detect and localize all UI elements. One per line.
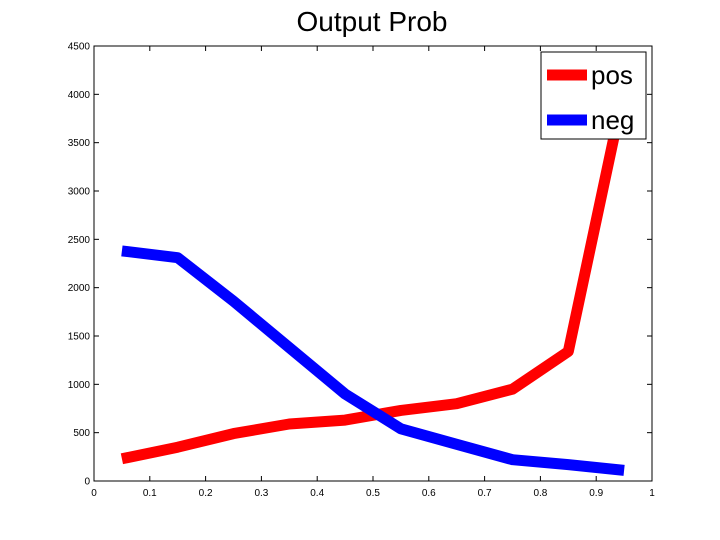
y-tick-label: 3500: [68, 138, 91, 149]
y-tick-label: 2000: [68, 283, 91, 294]
y-tick-label: 4500: [68, 42, 91, 53]
y-tick-label: 1500: [68, 332, 91, 343]
legend: pos neg: [540, 51, 647, 140]
y-axis: 0 500 1000 1500 2000 2500 3000 3500 4000 4500: [68, 42, 652, 488]
legend-label-pos: pos: [591, 60, 633, 90]
y-tick-label: 500: [73, 428, 90, 439]
y-tick-label: 4000: [68, 90, 91, 101]
chart-title: Output Prob: [297, 6, 448, 37]
x-tick-label: 0.3: [254, 488, 268, 499]
x-tick-label: 0.9: [589, 488, 603, 499]
series-line-neg: [121, 245, 625, 476]
y-tick-label: 0: [84, 477, 90, 488]
x-tick-label: 1: [649, 488, 655, 499]
x-tick-label: 0.2: [199, 488, 213, 499]
x-axis: 0 0.1 0.2 0.3 0.4 0.5 0.6 0.7 0.8 0.9 1: [91, 46, 655, 499]
x-tick-label: 0.4: [310, 488, 324, 499]
plot-lines: [120, 88, 630, 476]
legend-label-neg: neg: [591, 105, 634, 135]
x-tick-label: 0: [91, 488, 97, 499]
y-tick-label: 2500: [68, 235, 91, 246]
y-tick-label: 3000: [68, 187, 91, 198]
x-tick-label: 0.8: [533, 488, 547, 499]
x-tick-label: 0.6: [422, 488, 436, 499]
y-tick-label: 1000: [68, 380, 91, 391]
x-tick-label: 0.1: [143, 488, 157, 499]
x-tick-label: 0.5: [366, 488, 380, 499]
x-tick-label: 0.7: [478, 488, 492, 499]
